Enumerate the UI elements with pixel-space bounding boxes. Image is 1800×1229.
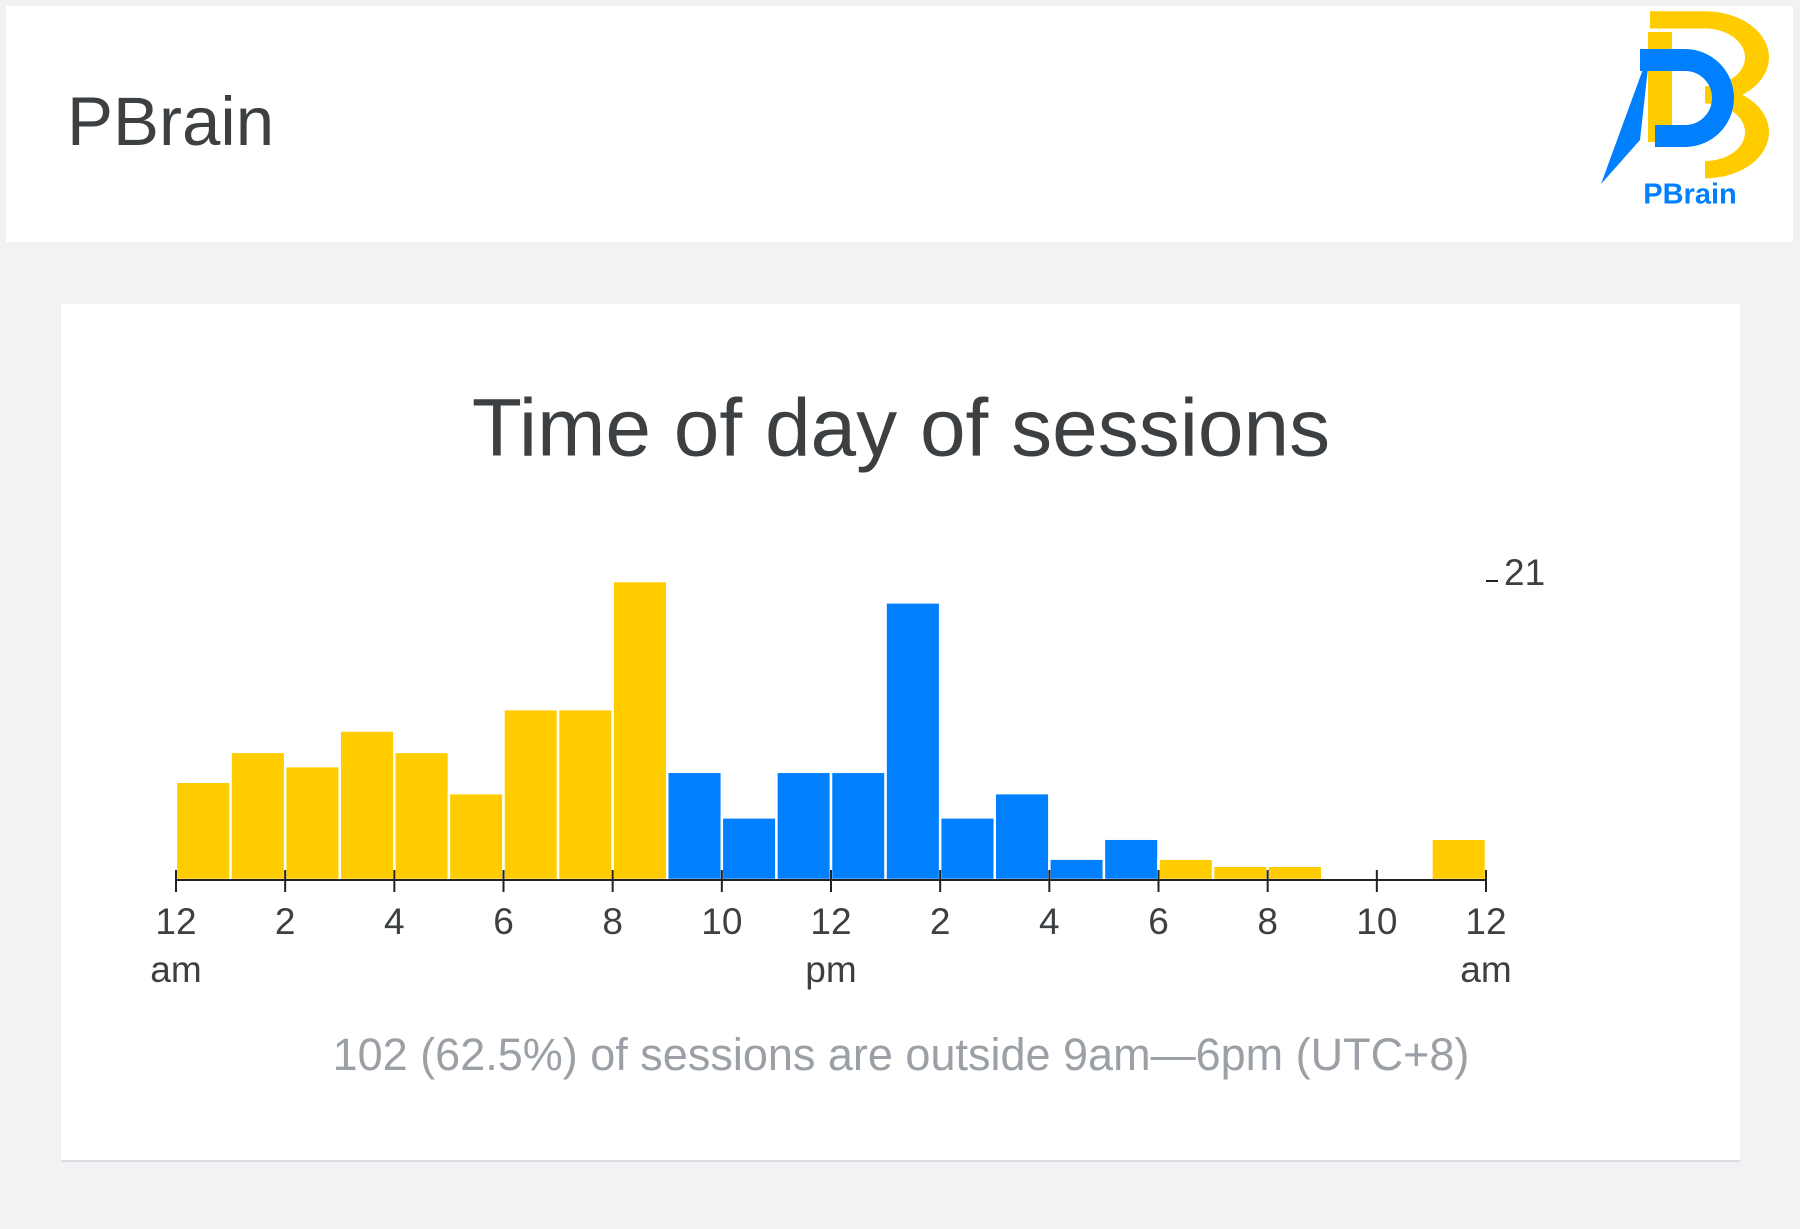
bar — [1211, 864, 1269, 882]
x-tick-sublabel: am — [150, 949, 201, 990]
bar — [502, 707, 560, 882]
bar — [1102, 837, 1160, 882]
x-tick-label: 12 — [155, 901, 196, 942]
logo-slash — [1601, 50, 1650, 184]
bar — [611, 579, 669, 882]
chart-title: Time of day of sessions — [472, 383, 1330, 474]
x-tick-label: 8 — [602, 901, 623, 942]
logo-text: PBrain — [1643, 179, 1736, 211]
bar — [283, 764, 341, 882]
x-tick-label: 12 — [1465, 901, 1506, 942]
bar — [174, 780, 232, 882]
bar — [829, 770, 887, 882]
x-tick-label: 6 — [493, 901, 514, 942]
logo: PBrain — [1601, 11, 1769, 211]
bar — [1266, 864, 1324, 882]
card-shadow — [61, 1160, 1740, 1162]
x-tick-label: 12 — [810, 901, 851, 942]
chart-note: 102 (62.5%) of sessions are outside 9am—… — [333, 1029, 1470, 1080]
x-tick-label: 4 — [1039, 901, 1060, 942]
bar — [229, 750, 287, 882]
x-tick-label: 2 — [930, 901, 951, 942]
bar — [938, 816, 997, 882]
x-tick-label: 8 — [1257, 901, 1278, 942]
x-tick-sublabel: am — [1460, 949, 1511, 990]
header-title: PBrain — [67, 83, 274, 160]
bar — [884, 601, 942, 882]
bar — [393, 750, 451, 882]
bar — [1430, 837, 1488, 882]
bar — [338, 729, 396, 882]
x-tick-label: 2 — [275, 901, 296, 942]
bar — [556, 707, 614, 882]
x-tick-label: 10 — [1356, 901, 1397, 942]
bar — [775, 770, 833, 882]
bar — [666, 770, 724, 882]
header-bar — [6, 6, 1793, 242]
bar — [1157, 857, 1215, 882]
logo-b — [1650, 11, 1769, 179]
x-tick-label: 10 — [701, 901, 742, 942]
y-tick-label: 21 — [1504, 552, 1545, 593]
bar — [447, 791, 505, 882]
bar — [1048, 857, 1106, 882]
x-tick-label: 6 — [1148, 901, 1169, 942]
logo-p — [1640, 49, 1734, 147]
bar — [993, 791, 1051, 882]
x-tick-sublabel: pm — [805, 949, 856, 990]
x-tick-label: 4 — [384, 901, 405, 942]
bar — [720, 816, 778, 882]
